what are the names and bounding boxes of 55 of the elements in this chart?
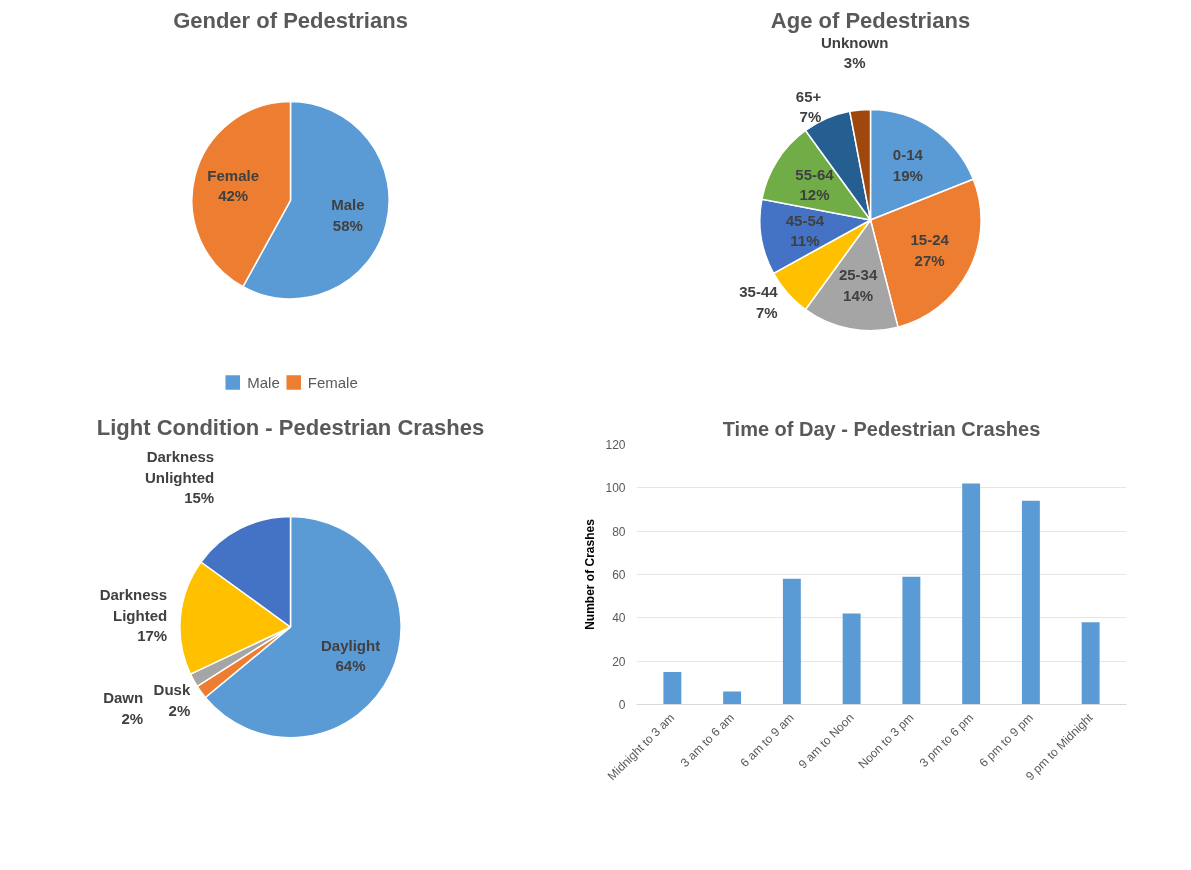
x-tick-label: 3 pm to 6 pm — [916, 710, 977, 770]
x-tick-label: 6 am to 9 am — [737, 710, 797, 770]
data-label: 2% — [121, 709, 144, 727]
y-tick-label: 80 — [612, 524, 626, 539]
data-label: 7% — [755, 303, 778, 321]
slice-label: Dusk — [153, 681, 191, 699]
y-axis-title: Number of Crashes — [583, 518, 598, 630]
bar — [1021, 500, 1040, 705]
bar — [902, 576, 921, 705]
slice-label: 35-44 — [739, 283, 779, 301]
chart-title: Age of Pedestrians — [770, 7, 971, 33]
data-label: 58% — [332, 216, 363, 234]
slice-label: 15-24 — [910, 231, 950, 249]
bar — [723, 691, 742, 705]
chart-title: Light Condition - Pedestrian Crashes — [96, 414, 485, 440]
legend-label: Male — [247, 373, 280, 391]
slice-label: Darkness Lighted — [99, 586, 168, 624]
x-tick-label: 3 am to 6 am — [677, 710, 738, 770]
data-label: 64% — [335, 656, 366, 674]
bar — [663, 672, 682, 705]
data-label: 17% — [137, 627, 168, 645]
slice-label: 45-54 — [785, 211, 825, 229]
y-tick-label: 40 — [612, 611, 626, 626]
slice-label: Dawn — [103, 689, 144, 707]
y-tick-label: 60 — [612, 568, 626, 582]
legend-label: Female — [307, 373, 358, 391]
data-label: 27% — [914, 251, 945, 269]
slice-label: Daylight — [320, 636, 381, 654]
chart-title: Time of Day - Pedestrian Crashes — [722, 417, 1041, 440]
chart-title: Gender of Pedestrians — [173, 7, 408, 33]
slice-label: Darkness Unlighted — [145, 448, 215, 486]
bar — [1081, 622, 1100, 705]
slice-label: 65+ — [795, 87, 822, 105]
slice-label: 0-14 — [892, 146, 924, 164]
data-label: 42% — [218, 187, 249, 205]
data-label: 19% — [892, 166, 923, 184]
slice-label: Male — [331, 196, 365, 214]
data-label: 3% — [843, 54, 866, 72]
y-tick-label: 120 — [605, 438, 626, 452]
data-label: 14% — [843, 286, 874, 304]
slice-label: 25-34 — [838, 266, 878, 284]
data-label: 12% — [799, 186, 830, 204]
slice-label: Unknown — [820, 33, 889, 51]
slice-label: Female — [207, 166, 260, 184]
y-tick-label: 0 — [618, 698, 626, 712]
y-tick-label: 100 — [605, 481, 626, 496]
data-label: 7% — [799, 108, 822, 126]
data-label: 11% — [790, 232, 820, 250]
data-label: 15% — [184, 489, 215, 507]
data-label: 2% — [168, 701, 191, 719]
bar — [842, 613, 861, 705]
slice-label: 55-64 — [795, 165, 835, 183]
y-tick-label: 20 — [612, 654, 626, 669]
bar — [782, 578, 801, 705]
bar — [962, 483, 981, 705]
